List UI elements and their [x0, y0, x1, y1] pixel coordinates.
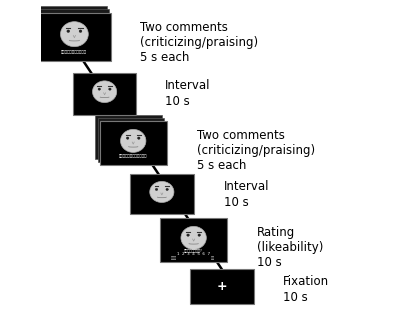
Bar	[160, 218, 227, 262]
Text: Two comments: Two comments	[140, 21, 228, 33]
Ellipse shape	[98, 88, 100, 90]
Text: Rating: Rating	[257, 226, 296, 238]
Text: 喜欢: 喜欢	[210, 257, 214, 261]
Text: 10 s: 10 s	[165, 95, 190, 107]
Text: Fixation: Fixation	[283, 275, 330, 288]
Ellipse shape	[126, 137, 129, 139]
Bar	[33, 6, 106, 54]
Ellipse shape	[181, 226, 206, 249]
Text: (criticizing/praising): (criticizing/praising)	[197, 144, 315, 157]
Text: 不喜欢: 不喜欢	[171, 257, 177, 261]
Bar	[190, 268, 254, 304]
Text: 10 s: 10 s	[257, 256, 282, 269]
Ellipse shape	[155, 188, 158, 190]
Ellipse shape	[187, 234, 189, 236]
Text: 10 s: 10 s	[224, 196, 249, 209]
Text: 10 s: 10 s	[283, 291, 308, 303]
Bar	[130, 174, 194, 214]
Ellipse shape	[79, 30, 82, 32]
Text: +: +	[217, 280, 228, 293]
Ellipse shape	[67, 30, 70, 32]
Ellipse shape	[138, 137, 140, 139]
Ellipse shape	[109, 88, 111, 90]
Bar	[73, 73, 136, 115]
Bar	[100, 121, 167, 165]
Ellipse shape	[60, 22, 88, 47]
Bar	[38, 12, 111, 61]
Ellipse shape	[166, 188, 168, 190]
Ellipse shape	[120, 129, 146, 152]
Text: 5 s each: 5 s each	[197, 159, 246, 172]
Ellipse shape	[92, 81, 117, 103]
Text: Interval: Interval	[165, 80, 210, 92]
Bar	[36, 9, 109, 58]
Text: Two comments: Two comments	[197, 129, 285, 142]
Ellipse shape	[198, 234, 200, 236]
Text: Interval: Interval	[224, 181, 269, 193]
Text: 1  2  3  4  5  6  7: 1 2 3 4 5 6 7	[177, 252, 210, 256]
Text: (likeability): (likeability)	[257, 241, 324, 254]
Text: 5 s each: 5 s each	[140, 51, 189, 64]
Bar	[95, 114, 162, 159]
Text: 品格精彩注相识素素一小组: 品格精彩注相识素素一小组	[119, 154, 148, 158]
Bar	[98, 118, 164, 162]
Text: (criticizing/praising): (criticizing/praising)	[140, 36, 258, 49]
Ellipse shape	[150, 182, 174, 203]
Text: 品格含蓄做的人民彩素材: 品格含蓄做的人民彩素材	[61, 50, 88, 54]
Text: 你对这人印象如何?: 你对这人印象如何?	[184, 248, 203, 252]
